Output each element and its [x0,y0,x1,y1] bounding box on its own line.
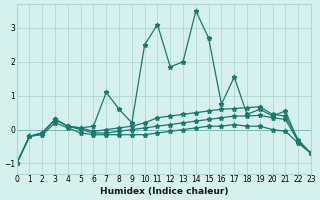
X-axis label: Humidex (Indice chaleur): Humidex (Indice chaleur) [100,187,228,196]
